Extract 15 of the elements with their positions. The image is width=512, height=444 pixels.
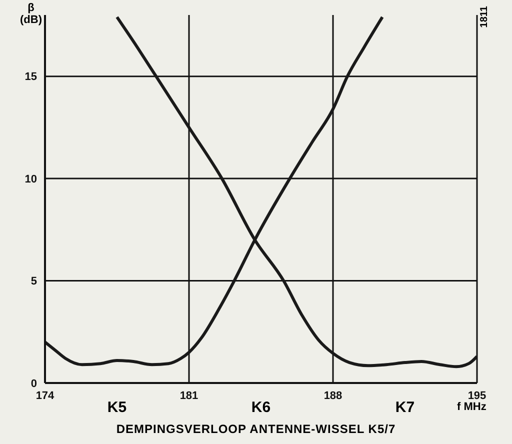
x-axis-title: f MHz — [457, 401, 486, 413]
text: K6 — [250, 399, 272, 416]
y-tick-label: 15 — [24, 71, 37, 84]
x-tick-label: 188 — [324, 390, 342, 402]
y-tick-label: 5 — [30, 276, 37, 288]
y-tick-label: 10 — [24, 173, 37, 186]
y-axis-title: β (dB) — [19, 2, 43, 26]
text: K7 — [394, 399, 416, 416]
x-tick-label: 181 — [180, 390, 198, 402]
text: 1811 — [479, 6, 490, 28]
text: K5 — [106, 399, 128, 416]
x-tick-label: 174 — [36, 390, 56, 402]
y-tick-label: 0 — [30, 378, 37, 390]
x-tick-label: 195 — [468, 390, 486, 402]
text: DEMPINGSVERLOOP ANTENNE-WISSEL K5/7 — [115, 422, 397, 436]
